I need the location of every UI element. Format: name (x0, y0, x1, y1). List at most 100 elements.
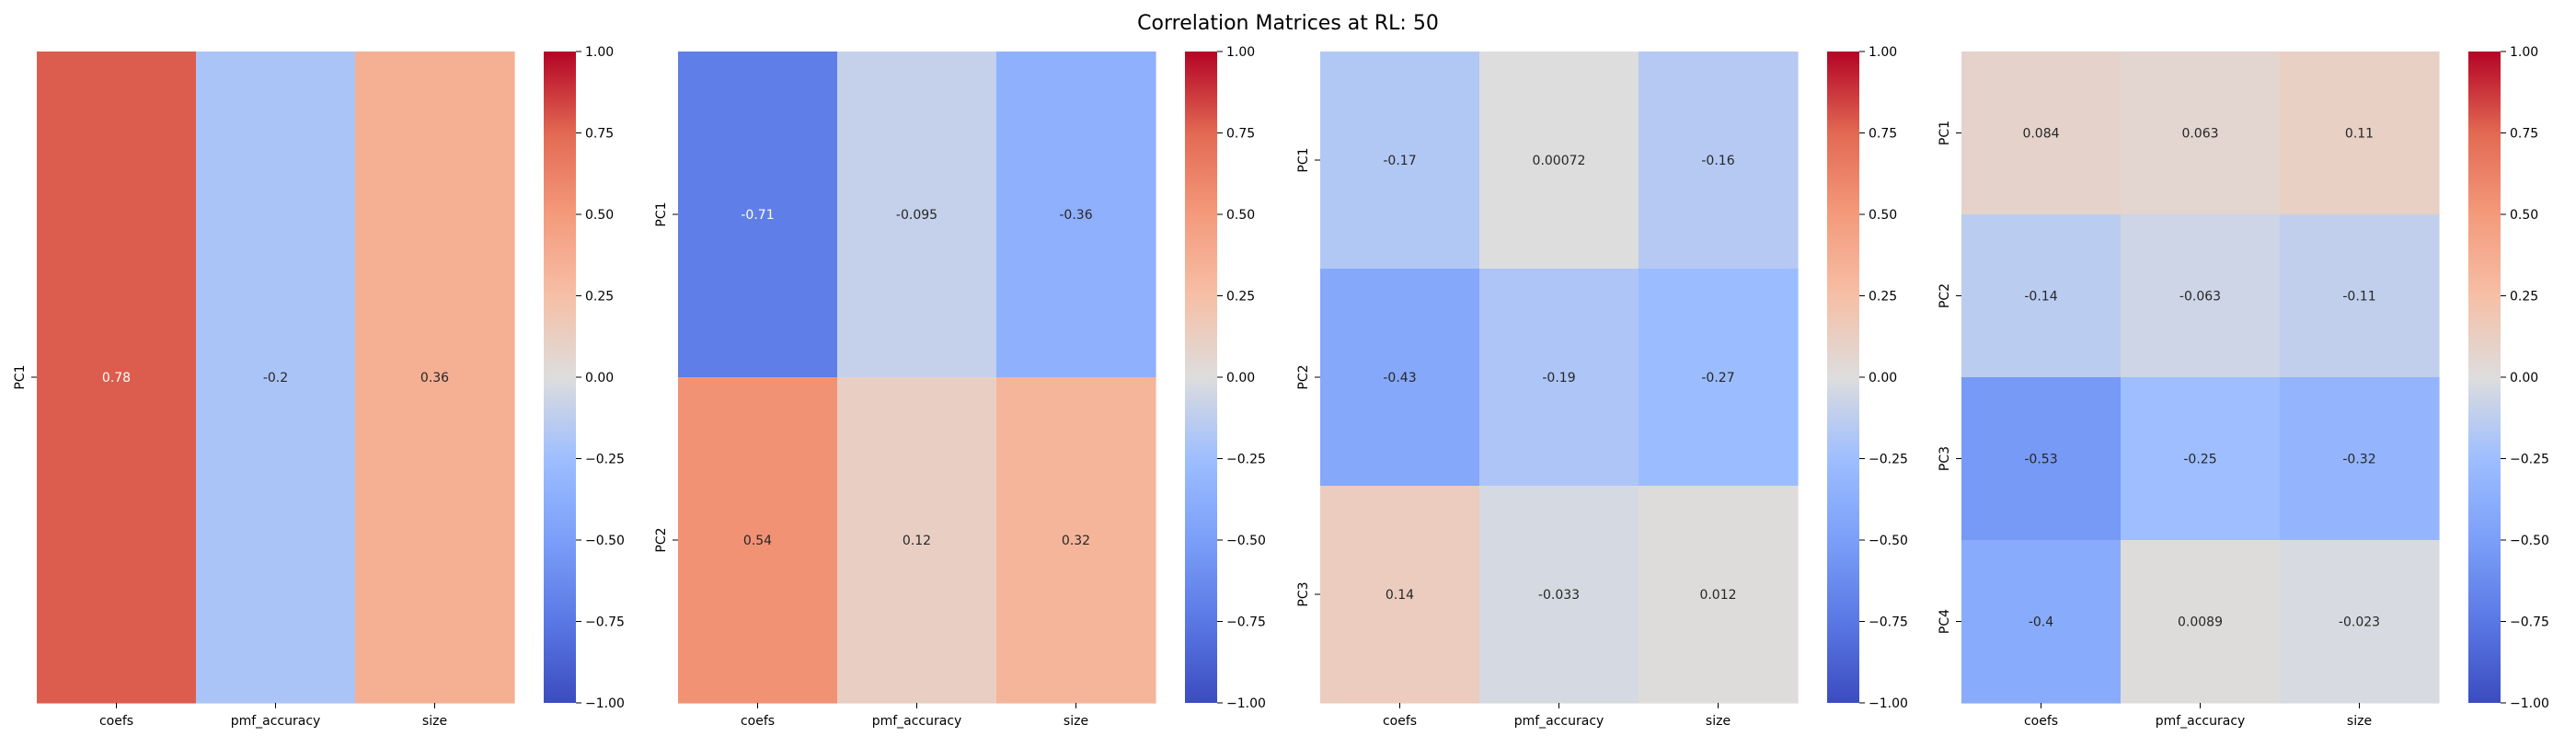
heatmap-cell (355, 52, 515, 704)
y-tick-label: PC1 (654, 201, 669, 226)
colorbar-tick-label: 1.00 (1869, 45, 1897, 60)
heatmap-cell (37, 52, 197, 704)
x-tick-label: pmf_accuracy (1514, 714, 1604, 729)
y-tick-label: PC4 (1938, 609, 1952, 634)
cell-label: 0.78 (102, 371, 131, 385)
heatmap-cell (837, 52, 997, 378)
cell-label: 0.12 (903, 534, 931, 548)
y-tick-label: PC3 (1296, 581, 1311, 606)
cell-label: -0.4 (2029, 615, 2053, 630)
x-tick-label: size (1706, 714, 1731, 729)
colorbar-tick-label: −0.50 (1226, 534, 1266, 548)
heatmap-panel-1: 0.78 -0.2 0.36 coefs pmf_accuracy size PC1 1.00… (13, 45, 625, 729)
heatmap-panel-4: 0.084 0.063 0.11 -0.14 -0.063 -0.11 -0.53 -0.25… (1938, 45, 2549, 729)
heatmap-cell (1961, 377, 2122, 541)
heatmap-cell (1479, 52, 1639, 270)
cell-label: 0.14 (1386, 588, 1414, 603)
heatmap-cell (678, 52, 838, 378)
colorbar-tick-label: 0.75 (1226, 127, 1255, 142)
colorbar-tick-label: −1.00 (2510, 696, 2549, 711)
y-tick-label: PC1 (1938, 121, 1952, 145)
colorbar-tick-label: 0.75 (2510, 127, 2538, 142)
y-tick-label: PC1 (1296, 147, 1311, 172)
heatmap-cell (996, 377, 1156, 704)
cell-label: -0.023 (2339, 615, 2380, 630)
cell-label: -0.32 (2342, 453, 2375, 467)
x-tick-label: coefs (99, 714, 133, 729)
cell-label: -0.033 (1538, 588, 1580, 603)
heatmap-cell (2280, 52, 2440, 215)
cell-label: -0.16 (1701, 154, 1734, 168)
cell-label: 0.36 (420, 371, 449, 385)
heatmap-cell (1639, 52, 1799, 270)
x-tick-label: size (1064, 714, 1088, 729)
colorbar-tick-label: −0.50 (1869, 534, 1908, 548)
colorbar-tick-label: 0.25 (1226, 290, 1255, 305)
colorbar-tick-label: 0.50 (1226, 208, 1255, 223)
heatmap-cell (996, 52, 1156, 378)
cell-label: -0.095 (896, 208, 937, 223)
x-tick-label: pmf_accuracy (2156, 714, 2246, 729)
colorbar-tick-label: −0.25 (2510, 453, 2549, 467)
colorbar-tick-label: 0.00 (1226, 371, 1255, 385)
colorbar-tick-label: 0.25 (585, 290, 614, 305)
colorbar-tick-label: 0.00 (2510, 371, 2538, 385)
x-tick-label: pmf_accuracy (231, 714, 321, 729)
colorbar-tick-label: 1.00 (1226, 45, 1255, 60)
colorbar-tick-label: 0.25 (1869, 290, 1897, 305)
x-tick-label: pmf_accuracy (872, 714, 962, 729)
heatmap-cell (196, 52, 356, 704)
colorbar-tick-label: −0.75 (2510, 615, 2549, 630)
cell-label: -0.25 (2183, 453, 2216, 467)
cell-label: -0.53 (2024, 453, 2057, 467)
colorbar-tick-label: −0.25 (1869, 453, 1908, 467)
y-tick-label: PC3 (1938, 446, 1952, 471)
heatmap-cell (678, 377, 838, 704)
cell-label: -0.11 (2342, 290, 2375, 305)
cell-label: -0.17 (1383, 154, 1416, 168)
cell-label: -0.27 (1701, 371, 1734, 385)
x-tick-label: size (422, 714, 447, 729)
colorbar-tick-label: −1.00 (1226, 696, 1266, 711)
heatmap-panels: 0.78 -0.2 0.36 coefs pmf_accuracy size PC1 1.00… (13, 45, 2549, 729)
heatmap-cell (1479, 486, 1639, 704)
colorbar-tick-label: 0.50 (1869, 208, 1897, 223)
cell-label: -0.19 (1542, 371, 1575, 385)
colorbar-tick-label: 1.00 (2510, 45, 2538, 60)
heatmap-panel-3: -0.17 0.00072 -0.16 -0.43 -0.19 -0.27 0.14 -0.0… (1296, 45, 1908, 729)
y-tick-label: PC1 (13, 364, 28, 389)
colorbar-tick-label: −1.00 (1869, 696, 1908, 711)
x-tick-label: size (2347, 714, 2372, 729)
y-tick-label: PC2 (1938, 283, 1952, 308)
colorbar-tick-label: 0.25 (2510, 290, 2538, 305)
colorbar-tick-label: 0.00 (1869, 371, 1897, 385)
cell-label: 0.063 (2181, 127, 2218, 142)
colorbar-tick-label: 0.75 (585, 127, 614, 142)
heatmap-cell (2121, 377, 2281, 541)
colorbar-tick-label: 0.75 (1869, 127, 1897, 142)
colorbar (2468, 52, 2501, 703)
heatmap-cell (2121, 214, 2281, 378)
cell-label: 0.54 (743, 534, 772, 548)
colorbar-tick-label: −0.50 (2510, 534, 2549, 548)
x-tick-label: coefs (741, 714, 775, 729)
y-tick-label: PC2 (654, 527, 669, 552)
colorbar-tick-label: −0.75 (585, 615, 625, 630)
colorbar (1185, 52, 1217, 703)
cell-label: 0.32 (1062, 534, 1090, 548)
colorbar-tick-label: −0.25 (1226, 453, 1266, 467)
heatmap-panel-2: -0.71 -0.095 -0.36 0.54 0.12 0.32 coefs pmf_acc… (654, 45, 1266, 729)
colorbar-tick-label: 0.50 (2510, 208, 2538, 223)
colorbar-tick-label: 1.00 (585, 45, 614, 60)
colorbar-tick-label: 0.00 (585, 371, 614, 385)
colorbar-tick-label: −0.75 (1226, 615, 1266, 630)
cell-label: -0.14 (2024, 290, 2057, 305)
colorbar (1827, 52, 1859, 703)
colorbar-tick-label: −0.75 (1869, 615, 1908, 630)
heatmap-cell (1961, 52, 2122, 215)
colorbar-tick-label: −0.50 (585, 534, 625, 548)
heatmap-cell (2121, 52, 2281, 215)
colorbar (544, 52, 576, 703)
cell-label: 0.11 (2345, 127, 2374, 142)
